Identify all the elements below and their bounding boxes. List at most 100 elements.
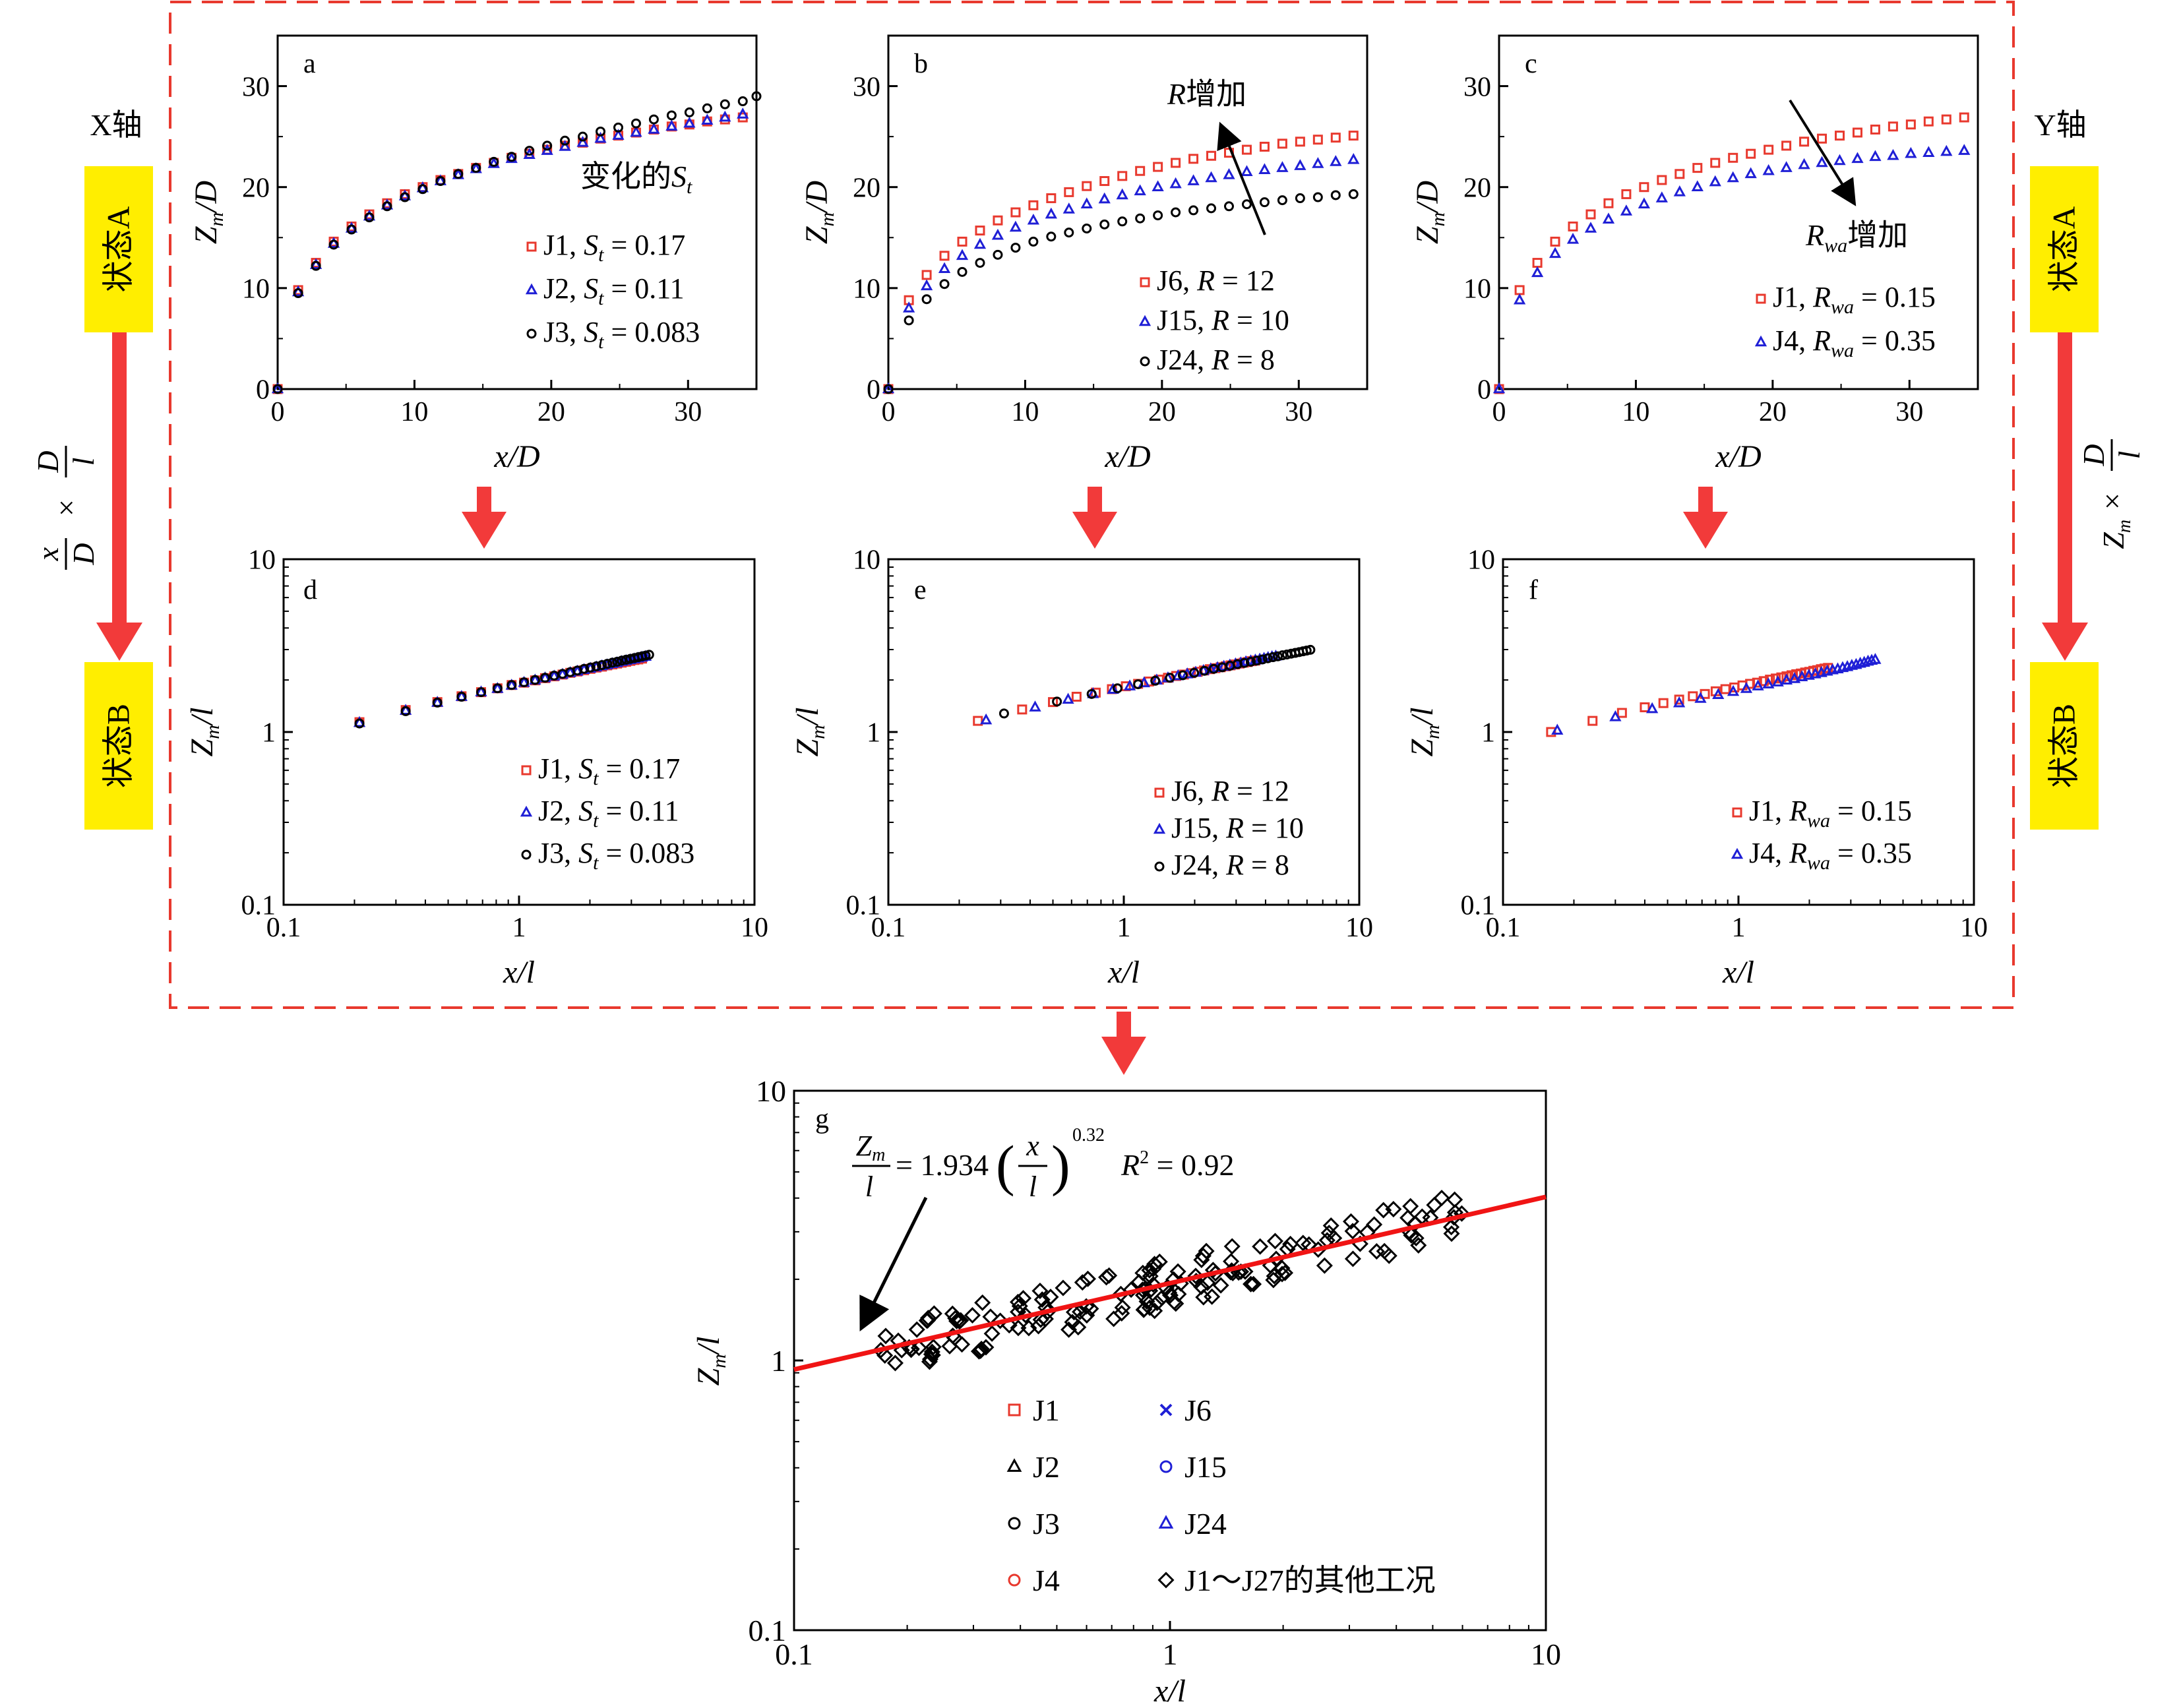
- legend-entry-j6: J6, R = 12: [1157, 264, 1275, 297]
- legend-entry: J2: [1033, 1450, 1060, 1484]
- data-point-series-1: [363, 209, 376, 221]
- data-point-series-1: [398, 189, 412, 200]
- data-point-series-2: [1086, 688, 1097, 699]
- scatter-point: [1079, 1270, 1097, 1287]
- legend-entry: J3: [1033, 1507, 1060, 1540]
- legend-entry-j3: J3, St = 0.083: [538, 837, 694, 874]
- data-point-series-1: [1029, 700, 1041, 712]
- panel-letter: g: [815, 1104, 829, 1134]
- data-point-series-2: [471, 163, 481, 173]
- data-point-series-0: [1923, 116, 1934, 127]
- data-point-series-0: [1621, 189, 1632, 199]
- data-point-series-1: [1796, 670, 1808, 681]
- data-point-series-1: [353, 716, 366, 727]
- data-point-series-1: [505, 152, 518, 164]
- data-point-series-0: [1674, 694, 1684, 705]
- data-point-series-2: [1135, 213, 1146, 224]
- panel-a: 0 10 20 30 0 10 20 30 a 变化的St J1, St = 0.17 J2,…: [189, 34, 762, 474]
- y-tick-label: 30: [853, 72, 880, 102]
- annotation-arrow: [859, 1196, 928, 1331]
- data-point-series-0: [1905, 119, 1916, 130]
- x-axis-label: x/l: [1153, 1674, 1186, 1708]
- legend-entry: J24: [1184, 1507, 1227, 1540]
- panel-d: 0.1 1 10 0.1 1 10 d J1, St = 0.17 J2, St = 0.…: [185, 545, 768, 990]
- right-arrow-shaft: [2058, 332, 2072, 623]
- scatter-point: [1204, 1262, 1221, 1279]
- left-transform-formula: x D × D l: [31, 446, 100, 570]
- data-point-series-0: [1941, 114, 1951, 125]
- data-point-series-0: [1312, 135, 1323, 145]
- x-axis-label: x/l: [1722, 955, 1754, 990]
- legend-marker: [1153, 822, 1166, 834]
- data-point-series-2: [578, 131, 588, 142]
- svg-text:l: l: [865, 1171, 873, 1203]
- data-point-series-0: [1048, 697, 1059, 708]
- data-point-series-2: [1010, 243, 1021, 253]
- data-point-series-1: [1294, 159, 1306, 170]
- legend: J1, St = 0.17 J2, St = 0.11 J3, St = 0.0…: [520, 752, 694, 874]
- data-point-series-1: [1187, 174, 1200, 185]
- legend-entry-j15: J15, R = 10: [1157, 304, 1289, 336]
- data-point-series-2: [939, 279, 950, 290]
- data-point-series-2: [579, 663, 590, 674]
- data-point-series-1: [991, 228, 1004, 240]
- data-point-series-0: [1585, 209, 1596, 220]
- scatter-point: [1410, 1236, 1427, 1254]
- scatter-point: [1122, 1281, 1140, 1298]
- data-point-series-0: [1959, 112, 1969, 123]
- data-point-series-1: [1027, 213, 1040, 225]
- x-tick-label: 20: [1759, 397, 1787, 427]
- scatter-point: [1064, 1314, 1081, 1331]
- x-tick-label: 0: [1492, 397, 1506, 427]
- data-point-series-1: [938, 262, 951, 274]
- legend-entry: J1: [1033, 1393, 1060, 1427]
- data-point-series-1: [1223, 168, 1235, 179]
- data-point-series-1: [683, 116, 696, 128]
- y-axis-label: Zm/l: [790, 707, 829, 756]
- tick-layer: 0.1 1 10 0.1 1 10: [749, 1074, 1562, 1671]
- data-point-series-0: [1171, 158, 1181, 168]
- data-point-series-2: [507, 152, 517, 162]
- right-state-a-box: [2030, 166, 2099, 332]
- legend-marker: [521, 849, 532, 860]
- data-point-series-0: [921, 270, 932, 280]
- data-point-series-2: [1262, 653, 1273, 663]
- y-axis-label: Zm/D: [1410, 181, 1449, 244]
- right-axis-label: Y轴: [2034, 108, 2086, 142]
- scatter-point: [1082, 1300, 1099, 1317]
- data-point-series-0: [1720, 684, 1731, 694]
- legend-marker: [525, 283, 538, 295]
- data-point-series-2: [1223, 201, 1234, 212]
- scatter-point: [1380, 1247, 1398, 1264]
- fit-layer: [793, 1194, 1547, 1372]
- data-point-series-2: [1082, 224, 1092, 234]
- data-point-series-1: [1727, 685, 1740, 696]
- data-point-series-0: [1640, 702, 1650, 713]
- tick-layer: 0.1 1 10 0.1 1 10: [241, 545, 769, 943]
- data-point-series-1: [1788, 672, 1801, 683]
- x-tick-label: 10: [1531, 1637, 1561, 1671]
- data-point-series-1: [920, 279, 933, 291]
- data-point-series-2: [591, 661, 601, 671]
- data-point-series-1: [612, 129, 625, 140]
- data-point-series-0: [1688, 691, 1698, 702]
- x-tick-label: 1: [1732, 913, 1746, 943]
- data-point-series-0: [1799, 137, 1810, 147]
- data-point-series-1: [1740, 682, 1753, 693]
- x-tick-label: 10: [400, 397, 428, 427]
- data-point-series-2: [597, 660, 607, 671]
- annotation-varying-st: 变化的St: [580, 160, 692, 198]
- y-tick-label: 1: [1481, 718, 1495, 748]
- scatter-point: [1322, 1217, 1339, 1235]
- data-point-series-0: [1817, 133, 1828, 144]
- scatter-point: [1032, 1311, 1049, 1328]
- data-point-series-2: [666, 110, 677, 121]
- svg-text:): ): [1051, 1134, 1070, 1197]
- svg-text:(: (: [996, 1134, 1015, 1197]
- data-point-series-1: [980, 713, 993, 725]
- data-point-series-1: [1673, 696, 1686, 708]
- data-point-series-0: [1046, 193, 1057, 204]
- data-point-series-1: [1858, 656, 1870, 667]
- scatter-point: [983, 1325, 1000, 1342]
- data-point-series-1: [1602, 212, 1615, 224]
